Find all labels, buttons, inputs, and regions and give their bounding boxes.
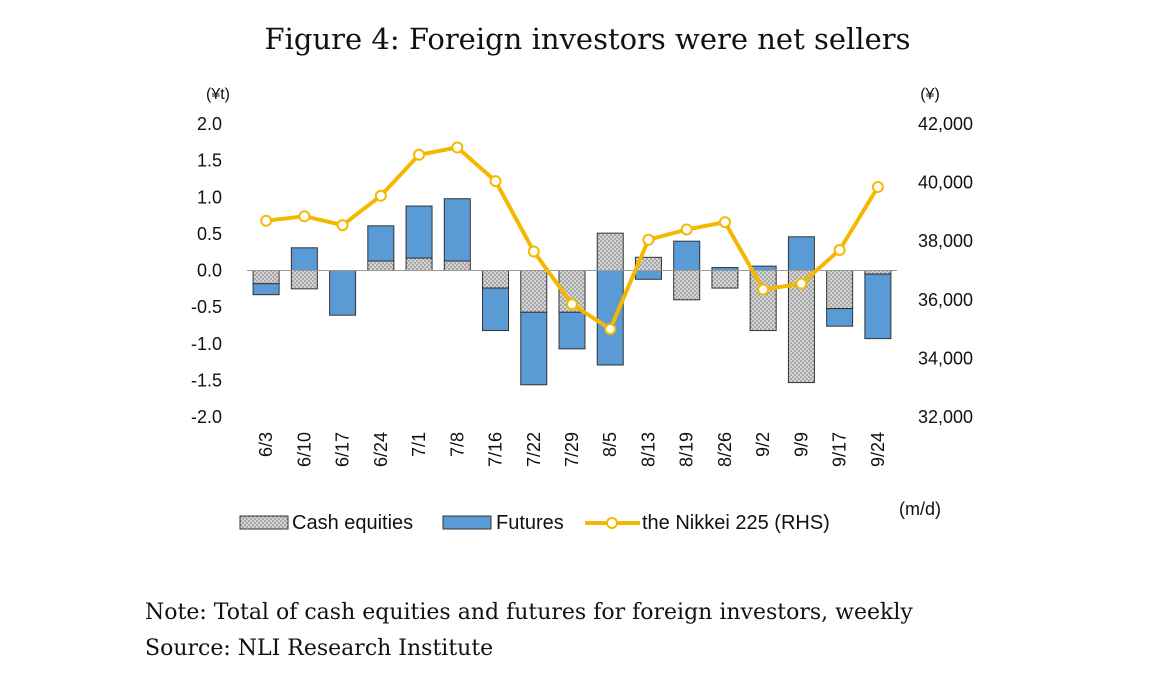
nikkei-point (642, 233, 655, 246)
category-label: 8/5 (600, 432, 620, 457)
nikkei-point (336, 219, 349, 232)
chart-note: Note: Total of cash equities and futures… (145, 600, 913, 625)
left-tick-label: -2.0 (191, 407, 222, 427)
futures-bar (558, 311, 586, 350)
cash-equities-bar (405, 257, 433, 271)
category-label: 8/19 (677, 432, 697, 467)
cash-equities-bar (864, 270, 892, 275)
category-label: 7/22 (524, 432, 544, 467)
cash-equities-bar (443, 260, 471, 272)
legend-label-nikkei: the Nikkei 225 (RHS) (642, 512, 830, 534)
left-tick-label: 0.5 (197, 224, 222, 244)
futures-bar (634, 270, 662, 280)
cash-equities-bar (520, 270, 548, 313)
left-tick-label: 2.0 (197, 114, 222, 134)
right-tick-label: 42,000 (918, 114, 973, 134)
futures-bar (367, 225, 395, 262)
nikkei-point (298, 210, 311, 223)
right-tick-label: 36,000 (918, 290, 973, 310)
x-axis-unit: (m/d) (899, 499, 941, 519)
futures-bar (252, 283, 280, 296)
futures-bar (673, 240, 701, 271)
legend-swatch-cash-equities (239, 515, 289, 530)
nikkei-point (413, 148, 426, 161)
futures-bar (787, 236, 815, 271)
chart-title: Figure 4: Foreign investors were net sel… (264, 22, 911, 56)
nikkei-point (871, 180, 884, 193)
nikkei-point (451, 141, 464, 154)
category-label: 7/8 (447, 432, 467, 457)
right-tick-label: 34,000 (918, 348, 973, 368)
category-label: 8/26 (715, 432, 735, 467)
category-label: 9/17 (830, 432, 850, 467)
category-label: 9/2 (753, 432, 773, 457)
futures-bar (290, 247, 318, 271)
chart-source: Source: NLI Research Institute (145, 636, 494, 661)
left-tick-label: -1.5 (191, 370, 222, 390)
futures-bar (596, 270, 624, 366)
nikkei-point (718, 216, 731, 229)
legend-swatch-futures (442, 515, 492, 530)
futures-bar (826, 308, 854, 327)
left-tick-label: 0.0 (197, 261, 222, 281)
nikkei-point (680, 223, 693, 236)
nikkei-foreign-flows-chart: (¥t) (¥) 2.0 1.5 1.0 0.5 0.0 -0.5 -1.0 -1.5 -2.0 42… (191, 86, 973, 534)
nikkei-point (374, 189, 387, 202)
category-label: 9/9 (791, 432, 811, 457)
right-axis-unit: (¥) (920, 86, 940, 103)
category-label: 7/29 (562, 432, 582, 467)
nikkei-point (757, 283, 770, 296)
legend-label-futures: Futures (496, 512, 564, 534)
category-label: 7/1 (409, 432, 429, 457)
cash-equities-bar (367, 260, 395, 272)
cash-equities-bar (749, 270, 777, 332)
futures-bar (482, 287, 510, 332)
cash-equities-bar (252, 270, 280, 285)
futures-bar (443, 198, 471, 262)
legend-swatch-nikkei-marker (606, 517, 618, 529)
legend-label-cash-equities: Cash equities (292, 512, 413, 534)
cash-equities-bar (596, 232, 624, 271)
nikkei-point (527, 245, 540, 258)
left-tick-label: -1.0 (191, 334, 222, 354)
cash-equities-bar (290, 270, 318, 290)
right-tick-label: 38,000 (918, 231, 973, 251)
left-tick-label: 1.5 (197, 151, 222, 171)
cash-equities-bar (826, 270, 854, 310)
category-label: 9/24 (868, 432, 888, 467)
category-label: 6/3 (256, 432, 276, 457)
cash-equities-bar (711, 270, 739, 289)
futures-bar (520, 311, 548, 386)
category-label: 6/10 (294, 432, 314, 467)
nikkei-point (604, 323, 617, 336)
futures-bar (329, 270, 357, 316)
nikkei-point (260, 214, 273, 227)
cash-equities-bar (482, 270, 510, 289)
category-label: 8/13 (638, 432, 658, 467)
nikkei-point (489, 175, 502, 188)
category-label: 7/16 (486, 432, 506, 467)
left-tick-label: 1.0 (197, 187, 222, 207)
left-axis-unit: (¥t) (206, 86, 230, 103)
futures-bar (405, 205, 433, 259)
right-tick-label: 32,000 (918, 407, 973, 427)
futures-bar (864, 273, 892, 340)
cash-equities-bar (673, 270, 701, 301)
left-tick-label: -0.5 (191, 297, 222, 317)
category-label: 6/24 (371, 432, 391, 467)
nikkei-point (566, 298, 578, 311)
category-label: 6/17 (333, 432, 353, 467)
nikkei-point (833, 243, 846, 256)
nikkei-point (795, 277, 808, 290)
right-tick-label: 40,000 (918, 173, 973, 193)
